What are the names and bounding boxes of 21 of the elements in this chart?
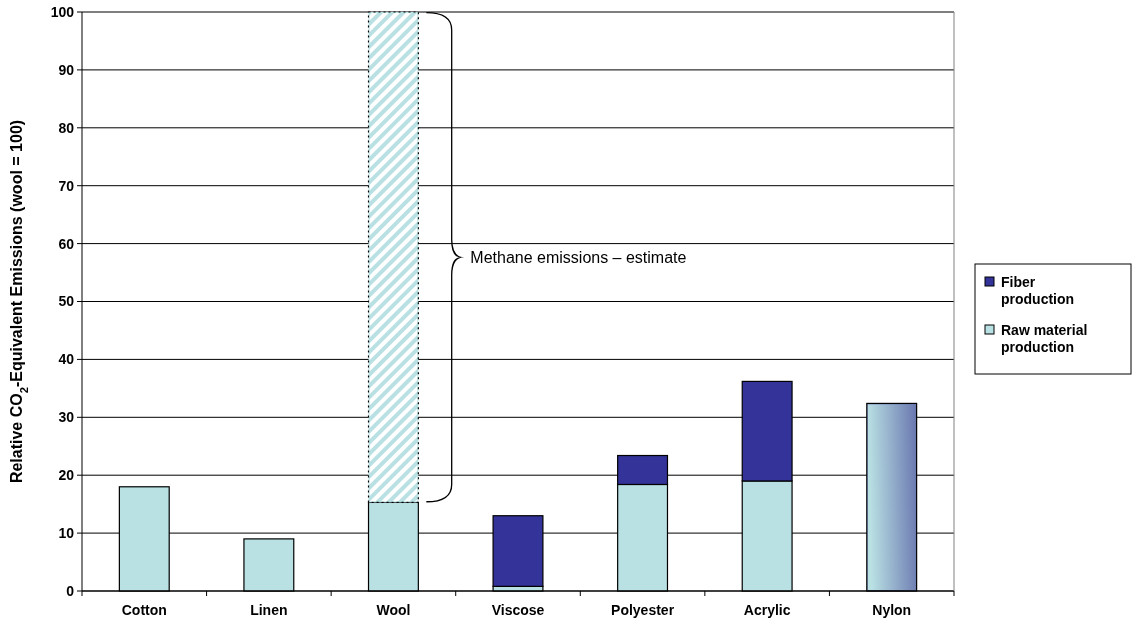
- y-tick-label: 90: [58, 61, 75, 78]
- y-tick-label: 70: [58, 177, 75, 194]
- x-tick-label: Acrylic: [743, 602, 791, 618]
- y-tick-label: 30: [58, 409, 75, 426]
- legend-label: Fiber production: [1001, 273, 1075, 307]
- y-tick-label: 40: [58, 351, 75, 368]
- x-tick-label: Polyester: [611, 602, 675, 618]
- legend-label: Raw material production: [1001, 321, 1088, 355]
- y-tick-label: 10: [58, 525, 75, 541]
- y-tick-label: 0: [66, 582, 75, 599]
- y-tick-label: 50: [58, 293, 75, 310]
- x-tick-label: Cotton: [121, 602, 167, 618]
- x-tick-label: Wool: [376, 602, 411, 618]
- x-tick-label: Nylon: [872, 602, 912, 618]
- y-tick-label: 60: [58, 235, 75, 252]
- annotation: Methane emissions – estimate: [470, 248, 687, 266]
- x-tick-label: Viscose: [491, 602, 545, 618]
- y-tick-label: 100: [50, 3, 75, 20]
- x-tick-label: Linen: [250, 602, 288, 618]
- y-tick-label: 20: [58, 467, 75, 484]
- y-tick-label: 80: [58, 119, 75, 136]
